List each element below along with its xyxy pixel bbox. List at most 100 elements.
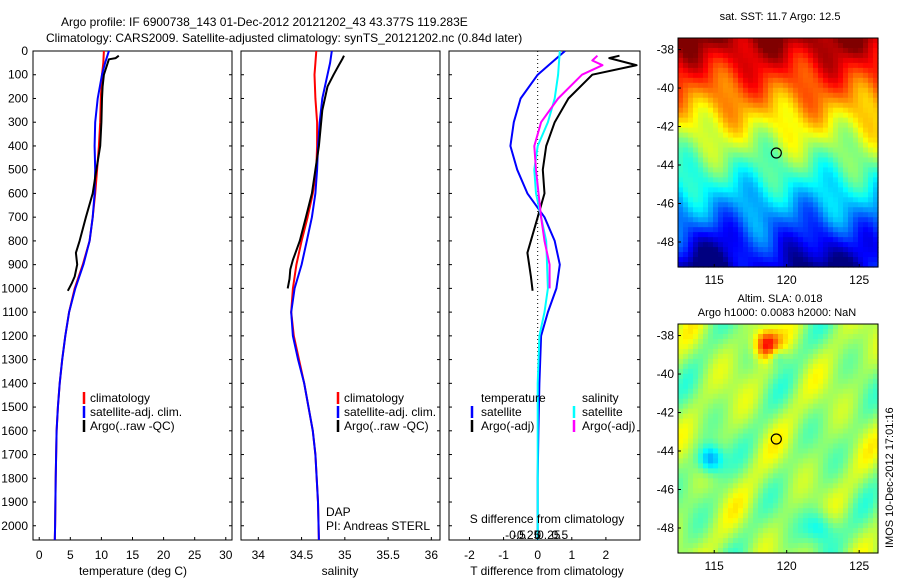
map-cell (843, 488, 849, 494)
map-cell (683, 132, 689, 139)
map-cell (713, 418, 719, 425)
map-cell (833, 328, 839, 335)
map-cell (743, 152, 749, 159)
map-cell (838, 338, 844, 345)
map-cell (768, 212, 774, 218)
map-cell (818, 72, 824, 79)
map-cell (793, 503, 799, 509)
map-cell (748, 353, 754, 360)
map-cell (728, 117, 734, 124)
map-cell (708, 87, 714, 94)
map-cell (853, 493, 859, 499)
map-cell (798, 102, 804, 109)
map-cell (733, 478, 739, 484)
map-cell (813, 257, 819, 263)
map-cell (733, 97, 739, 104)
map-cell (833, 242, 839, 248)
map-cell (728, 247, 734, 253)
map-cell (733, 62, 739, 69)
map-cell (678, 167, 684, 174)
map-cell (688, 147, 694, 154)
map-cell (743, 262, 749, 268)
map-cell (858, 338, 864, 345)
map-cell (753, 112, 759, 119)
map-cell (728, 473, 734, 479)
map-cell (873, 222, 879, 228)
map-cell (828, 107, 834, 114)
map-cell (793, 443, 799, 450)
map-cell (828, 358, 834, 365)
map-cell (693, 82, 699, 89)
map-cell (723, 388, 729, 395)
map-cell (768, 358, 774, 365)
map-cell (698, 398, 704, 405)
map-cell (723, 513, 729, 519)
map-cell (853, 443, 859, 450)
map-cell (868, 247, 874, 253)
map-cell (798, 453, 804, 460)
map-cell (753, 503, 759, 509)
map-cell (728, 448, 734, 455)
map-cell (678, 117, 684, 124)
map-cell (748, 127, 754, 134)
map-cell (813, 142, 819, 149)
map-cell (858, 252, 864, 258)
sst-map-ticks: 115 120 125-38-40-42-44-46-48 (657, 43, 870, 287)
map-cell (763, 227, 769, 233)
map-cell (803, 202, 809, 208)
map-cell (713, 97, 719, 104)
map-cell (708, 363, 714, 370)
map-cell (753, 483, 759, 489)
map-cell (698, 202, 704, 208)
map-cell (828, 368, 834, 375)
map-cell (758, 473, 764, 479)
map-cell (823, 82, 829, 89)
map-cell (703, 338, 709, 345)
map-cell (698, 523, 704, 529)
map-cell (858, 147, 864, 154)
map-cell (813, 443, 819, 450)
map-cell (743, 227, 749, 233)
map-cell (798, 117, 804, 124)
map-cell (838, 368, 844, 375)
map-cell (693, 408, 699, 415)
map-cell (713, 533, 719, 539)
map-cell (778, 137, 784, 144)
map-cell (683, 97, 689, 104)
map-cell (858, 152, 864, 159)
map-cell (683, 328, 689, 335)
map-cell (758, 348, 764, 355)
map-cell (853, 523, 859, 529)
map-cell (708, 503, 714, 509)
map-cell (678, 488, 684, 494)
map-cell (713, 538, 719, 544)
map-cell (718, 202, 724, 208)
map-cell (718, 448, 724, 455)
map-cell (803, 468, 809, 474)
map-cell (733, 157, 739, 164)
map-cell (733, 473, 739, 479)
map-cell (843, 237, 849, 243)
map-cell (723, 423, 729, 430)
map-cell (803, 262, 809, 268)
map-cell (773, 443, 779, 450)
map-cell (868, 373, 874, 380)
map-cell (808, 403, 814, 410)
map-cell (768, 363, 774, 370)
map-cell (758, 197, 764, 203)
map-cell (858, 182, 864, 188)
map-cell (823, 453, 829, 460)
map-cell (758, 523, 764, 529)
map-cell (733, 82, 739, 89)
map-cell (698, 77, 704, 84)
map-cell (853, 172, 859, 178)
map-cell (798, 523, 804, 529)
map-cell (758, 343, 764, 350)
map-cell (748, 262, 754, 268)
map-cell (733, 222, 739, 228)
map-cell (708, 47, 714, 54)
depth-tick-label: 0 (21, 44, 28, 58)
map-cell (868, 403, 874, 410)
map-cell (858, 413, 864, 420)
map-cell (723, 498, 729, 504)
